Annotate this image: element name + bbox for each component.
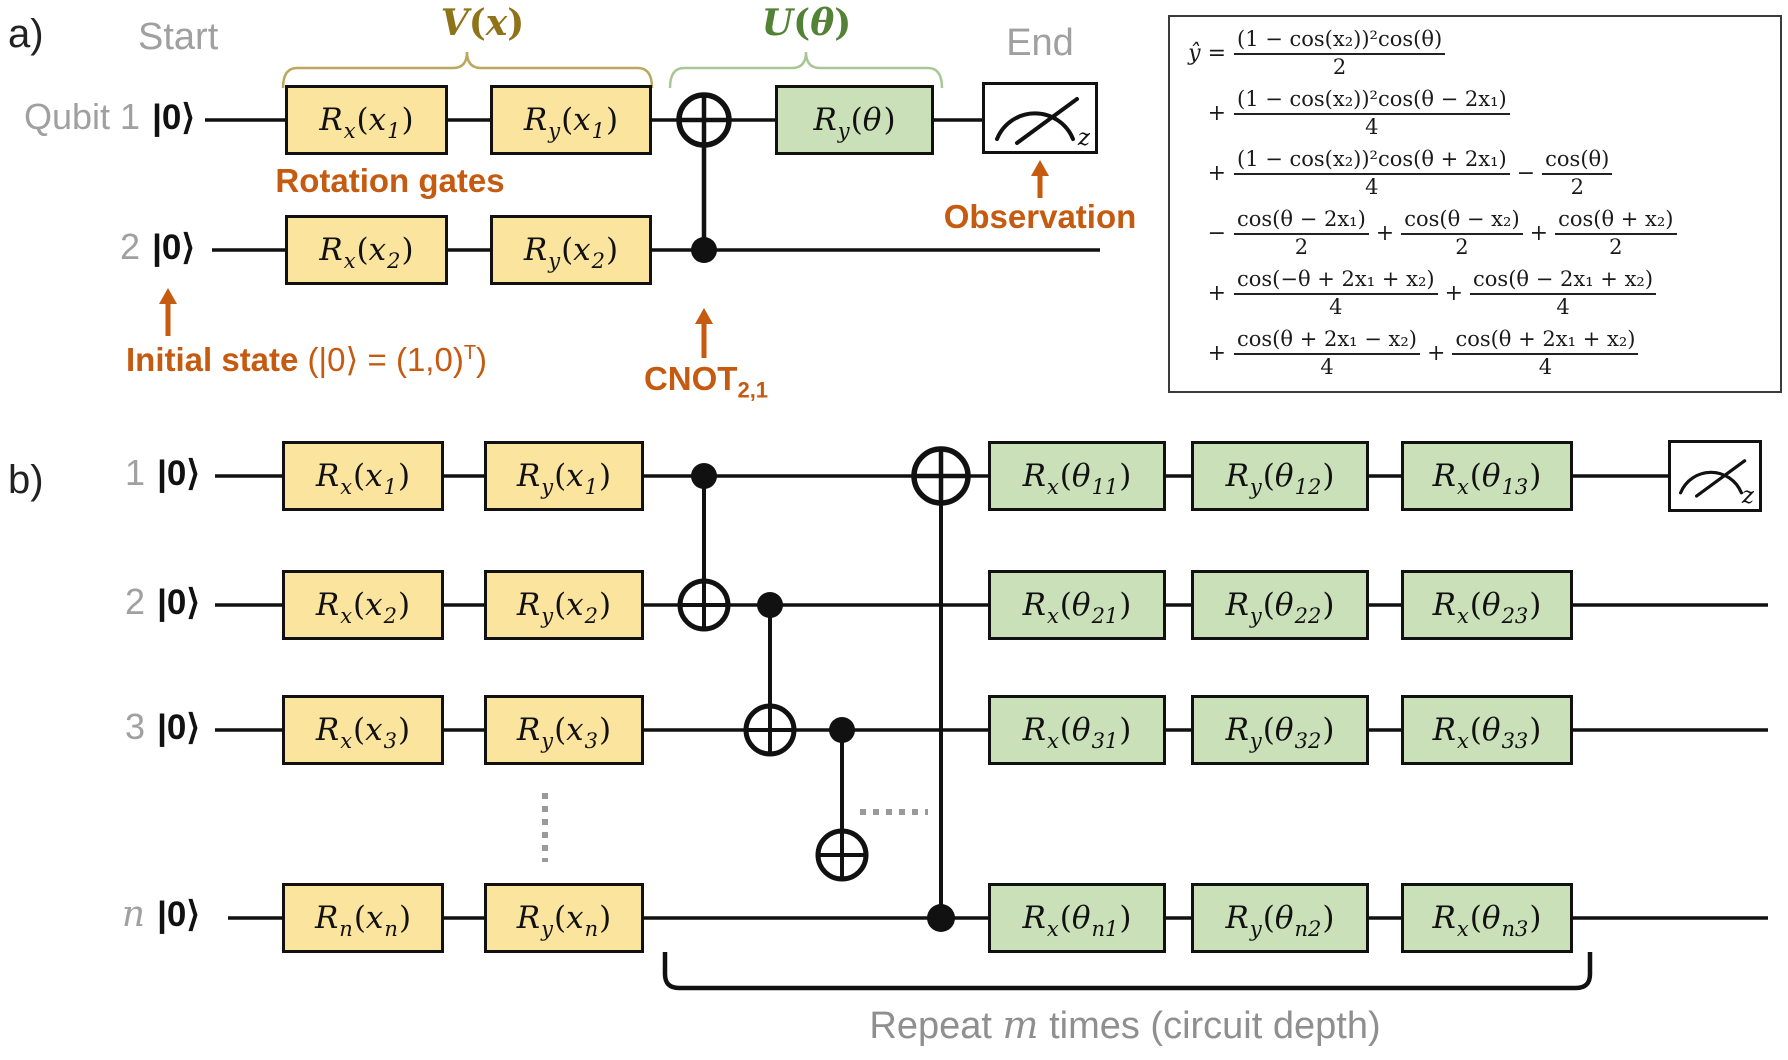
gate-b-row2-col4: Ry(θ22): [1191, 570, 1369, 640]
gate-b-row3-col3: Rx(θ31): [988, 695, 1166, 765]
gate-b-row3-col5: Rx(θ33): [1401, 695, 1573, 765]
cnot-b2-control-dot: [757, 592, 783, 618]
gate-b-row1-col5: Rx(θ13): [1401, 441, 1573, 511]
gate-ry-x2: Ry(x2): [490, 215, 652, 285]
panel-b-label: b): [8, 458, 44, 502]
b-qubit-2-label: 2 |0⟩: [0, 581, 200, 623]
measurement-gauge-icon: [1679, 459, 1747, 498]
ket-zero: |0⟩: [157, 895, 200, 934]
qubit-2-label: 2 |0⟩: [0, 226, 195, 268]
ket-zero: |0⟩: [157, 454, 200, 493]
annotation-observation: Observation: [943, 198, 1137, 235]
u-brace: [668, 51, 944, 89]
qubit-number: Qubit 1: [24, 96, 141, 137]
gate-ry-theta: Ry(θ): [775, 85, 934, 155]
observation-arrow-icon: [1031, 160, 1049, 198]
annotation-cnot: CNOT2,1: [643, 360, 769, 403]
formula-line-4: − cos(θ − 2x₁) 2 + cos(θ − x₂) 2 + cos(θ + x₂) 2: [1180, 203, 1772, 263]
gate-b-row2-col3: Rx(θ21): [988, 570, 1166, 640]
qubit-number: 2: [125, 581, 146, 622]
gate-b-row2-col1: Rx(x2): [282, 570, 444, 640]
formula-line-5: + cos(−θ + 2x₁ + x₂) 4 + cos(θ − 2x₁ + x₂) 4: [1180, 263, 1772, 323]
formula-line-3: + (1 − cos(x₂))²cos(θ + 2x₁) 4− cos(θ) 2: [1180, 143, 1772, 203]
gate-b-row1-col2: Ry(x1): [484, 441, 644, 511]
gate-b-row2-col2: Ry(x2): [484, 570, 644, 640]
cnot-b1-control-dot: [691, 463, 717, 489]
start-label: Start: [138, 16, 219, 58]
gate-rx-x2: Rx(x2): [285, 215, 448, 285]
gate-b-row4-col2: Ry(xn): [484, 883, 644, 953]
b-qubit-3-label: 3 |0⟩: [0, 706, 200, 748]
qubit-number: n: [121, 894, 146, 935]
gate-b-row3-col4: Ry(θ32): [1191, 695, 1369, 765]
gate-b-row1-col4: Ry(θ12): [1191, 441, 1369, 511]
initial-state-arrow-icon: [159, 288, 177, 336]
formula-line-1: ŷ = (1 − cos(x₂))²cos(θ) 2: [1180, 23, 1772, 83]
u-of-theta-label: U(θ): [761, 2, 852, 44]
ket-zero: |0⟩: [157, 583, 200, 622]
v-brace: [281, 51, 654, 89]
b-qubit-n-label: n |0⟩: [0, 894, 200, 935]
gate-b-row1-col1: Rx(x1): [282, 441, 444, 511]
gate-b-row4-col4: Ry(θn2): [1191, 883, 1369, 953]
gate-b-row4-col1: Rn(xn): [282, 883, 444, 953]
qubit-number: 3: [125, 706, 146, 747]
formula-lines: ŷ = (1 − cos(x₂))²cos(θ) 2 + (1 − cos(x₂))²c…: [1180, 23, 1772, 383]
ket-zero: |0⟩: [152, 228, 195, 267]
qubit-number: 1: [125, 452, 146, 493]
gate-b-row4-col5: Rx(θn3): [1401, 883, 1573, 953]
cnot-bn-control-dot: [927, 904, 955, 932]
annotation-initial-state: Initial state (|0⟩ = (1,0)T): [126, 341, 488, 378]
gate-b-row3-col1: Rx(x3): [282, 695, 444, 765]
v-of-x-label: V(x): [440, 2, 525, 44]
ket-zero: |0⟩: [157, 708, 200, 747]
annotation-repeat: Repeat m times (circuit depth): [869, 1003, 1381, 1047]
gate-b-row2-col5: Rx(θ23): [1401, 570, 1573, 640]
qubit-1-label: Qubit 1 |0⟩: [0, 96, 195, 138]
formula-line-2: + (1 − cos(x₂))²cos(θ − 2x₁) 4: [1180, 83, 1772, 143]
gate-b-row1-col3: Rx(θ11): [988, 441, 1166, 511]
measurement-gauge-icon: [995, 97, 1079, 145]
b-qubit-1-label: 1 |0⟩: [0, 452, 200, 494]
end-label: End: [1006, 22, 1074, 64]
formula-box: ŷ = (1 − cos(x₂))²cos(θ) 2 + (1 − cos(x₂))²c…: [1168, 15, 1782, 393]
measurement-basis-z: z: [1741, 483, 1754, 509]
measurement-box-a: z: [982, 82, 1098, 154]
measurement-box-b: z: [1668, 440, 1762, 512]
ket-zero: |0⟩: [152, 98, 195, 137]
gate-b-row4-col3: Rx(θn1): [988, 883, 1166, 953]
cnot-arrow-icon: [695, 308, 713, 358]
annotation-rotation-gates: Rotation gates: [275, 162, 505, 199]
gate-rx-x1: Rx(x1): [285, 85, 448, 155]
measurement-basis-z: z: [1077, 125, 1090, 151]
cnot-a-control-dot: [691, 237, 717, 263]
gate-b-row3-col2: Ry(x3): [484, 695, 644, 765]
qubit-number: 2: [120, 226, 141, 267]
panel-a-label: a): [8, 12, 44, 56]
formula-line-6: + cos(θ + 2x₁ − x₂) 4 + cos(θ + 2x₁ + x₂) 4: [1180, 323, 1772, 383]
gate-ry-x1: Ry(x1): [490, 85, 652, 155]
repeat-bracket: [662, 952, 1593, 991]
cnot-b3-control-dot: [829, 717, 855, 743]
